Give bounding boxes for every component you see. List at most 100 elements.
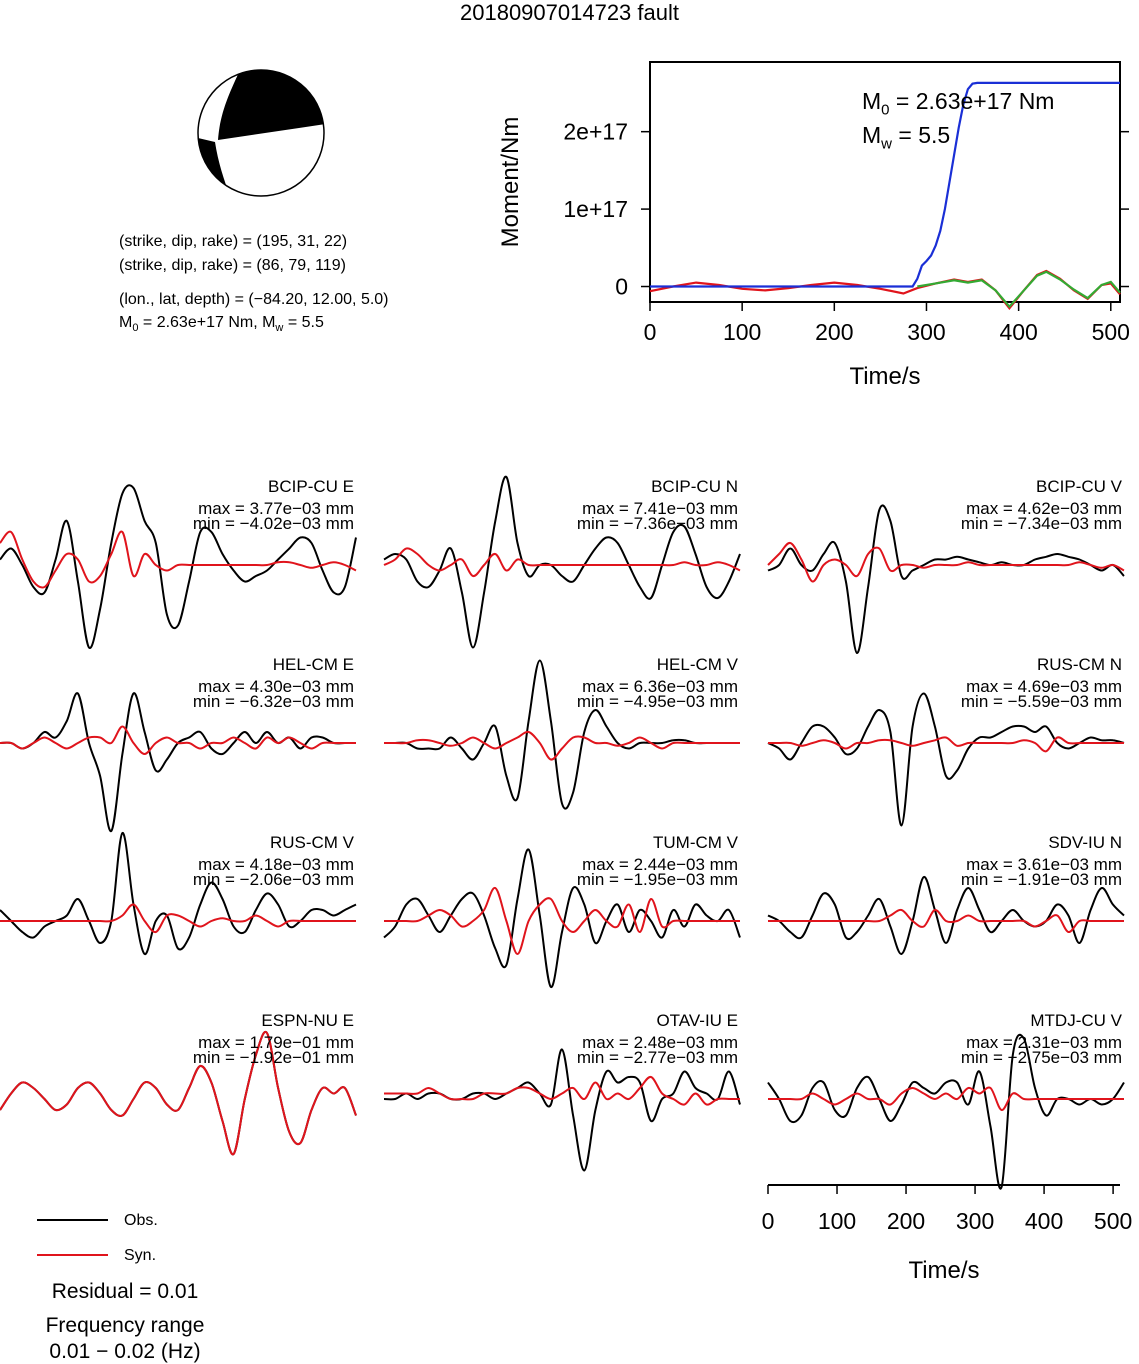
synthetic-trace: [768, 1086, 1124, 1111]
station-name: BCIP-CU N: [651, 477, 738, 496]
time-axis-tick-label: 100: [818, 1208, 856, 1234]
trace-max: max = 2.31e−03 mm: [966, 1033, 1122, 1052]
legend: [37, 1219, 108, 1256]
m0-symbol: M: [119, 314, 133, 331]
m0-value: = 2.63e+17 Nm, M: [138, 314, 276, 331]
moment-y-tick-label: 2e+17: [563, 119, 628, 145]
frequency-range-title: Frequency range: [45, 1314, 205, 1337]
observed-trace: [383, 1048, 741, 1172]
mw-label-subscript: w: [881, 135, 893, 153]
trace-max: max = 2.44e−03 mm: [582, 855, 738, 874]
trace-max: max = 4.62e−03 mm: [966, 499, 1122, 518]
synthetic-trace: [0, 530, 357, 589]
trace-max: max = 3.77e−03 mm: [198, 499, 354, 518]
observed-trace: [767, 875, 1125, 955]
station-name: ESPN-NU E: [261, 1011, 354, 1030]
time-axis-tick-label: 400: [1025, 1208, 1063, 1234]
m0-subscript: 0: [132, 322, 139, 335]
moment-chart-m0-label: M0 = 2.63e+17 Nm: [862, 88, 1054, 124]
station-name: MTDJ-CU V: [1030, 1011, 1122, 1030]
moment-y-tick-label: 0: [615, 274, 628, 300]
station-name: HEL-CM E: [273, 655, 354, 674]
mw-subscript: w: [275, 322, 284, 335]
moment-y-tick-label: 1e+17: [563, 196, 628, 222]
observed-trace: [767, 1033, 1125, 1190]
trace-max: max = 6.36e−03 mm: [582, 677, 738, 696]
moment-x-tick-label: 0: [644, 319, 657, 345]
synthetic-trace: [383, 887, 740, 956]
moment-y-axis-label: Moment/Nm: [497, 117, 524, 248]
moment-x-tick-label: 100: [723, 319, 761, 345]
trace-max: max = 4.30e−03 mm: [198, 677, 354, 696]
trace-min: min = −7.34e−03 mm: [961, 514, 1122, 533]
trace-min: min = −5.59e−03 mm: [961, 692, 1122, 711]
trace-min: min = −6.32e−03 mm: [193, 692, 354, 711]
fault-plane-2: (strike, dip, rake) = (86, 79, 119): [119, 257, 346, 274]
observed-trace: [0, 484, 357, 649]
legend-obs-label: Obs.: [124, 1212, 158, 1229]
trace-min: min = −2.75e−03 mm: [961, 1048, 1122, 1067]
m0-label-subscript: 0: [881, 101, 890, 119]
observed-trace: [767, 692, 1125, 827]
trace-max: max = 7.41e−03 mm: [582, 499, 738, 518]
trace-min: min = −1.92e−01 mm: [193, 1048, 354, 1067]
trace-max: max = 4.69e−03 mm: [966, 677, 1122, 696]
moment-x-tick-label: 300: [907, 319, 945, 345]
observed-trace: [767, 504, 1125, 655]
beachball: [197, 69, 325, 197]
moment-x-tick-label: 500: [1092, 319, 1130, 345]
trace-max: max = 2.48e−03 mm: [582, 1033, 738, 1052]
station-name: RUS-CM V: [270, 833, 355, 852]
trace-min: min = −4.95e−03 mm: [577, 692, 738, 711]
time-axis-tick-label: 300: [956, 1208, 994, 1234]
synthetic-trace: [767, 908, 1124, 933]
time-axis-tick-label: 200: [887, 1208, 925, 1234]
station-name: OTAV-IU E: [656, 1011, 738, 1030]
station-name: RUS-CM N: [1037, 655, 1122, 674]
moment-rate-green-line: [917, 270, 1121, 309]
synthetic-trace: [0, 1030, 357, 1156]
moment-plot-frame: [649, 61, 1121, 303]
m0-label-value: = 2.63e+17 Nm: [889, 88, 1055, 114]
trace-min: min = −1.91e−03 mm: [961, 870, 1122, 889]
trace-max: max = 3.61e−03 mm: [966, 855, 1122, 874]
trace-max: max = 4.18e−03 mm: [198, 855, 354, 874]
mw-label-symbol: M: [862, 122, 882, 148]
synthetic-trace: [384, 730, 740, 761]
observed-trace: [0, 831, 357, 956]
moment-magnitude-line: M0 = 2.63e+17 Nm, Mw = 5.5: [119, 313, 324, 338]
time-axis-label: Time/s: [908, 1257, 979, 1284]
moment-chart: 0 100 200 300 400 500 0 1e+17 2e+17 Time/s Moment/…: [497, 61, 1130, 390]
station-name: SDV-IU N: [1048, 833, 1122, 852]
synthetic-trace: [0, 725, 356, 756]
moment-cumulative-line: [650, 81, 1120, 288]
moment-x-axis-label: Time/s: [849, 363, 920, 390]
station-name: BCIP-CU V: [1036, 477, 1123, 496]
trace-min: min = −2.06e−03 mm: [193, 870, 354, 889]
station-name: HEL-CM V: [657, 655, 739, 674]
page-title: 20180907014723 fault: [460, 0, 679, 25]
synthetic-trace: [384, 1075, 740, 1106]
synthetic-trace: [0, 903, 356, 934]
synthetic-trace: [768, 736, 1124, 753]
trace-min: min = −2.77e−03 mm: [577, 1048, 738, 1067]
trace-min: min = −1.95e−03 mm: [577, 870, 738, 889]
synthetic-trace: [383, 547, 741, 578]
synthetic-trace: [767, 541, 1125, 583]
moment-x-tick-label: 400: [999, 319, 1037, 345]
trace-max: max = 1.79e−01 mm: [198, 1033, 354, 1052]
legend-syn-label: Syn.: [124, 1247, 157, 1264]
mw-label-value: = 5.5: [892, 122, 951, 148]
station-name: BCIP-CU E: [268, 477, 354, 496]
waveform-time-axis: 0 100 200 300 400 500 Time/s: [762, 1184, 1132, 1284]
